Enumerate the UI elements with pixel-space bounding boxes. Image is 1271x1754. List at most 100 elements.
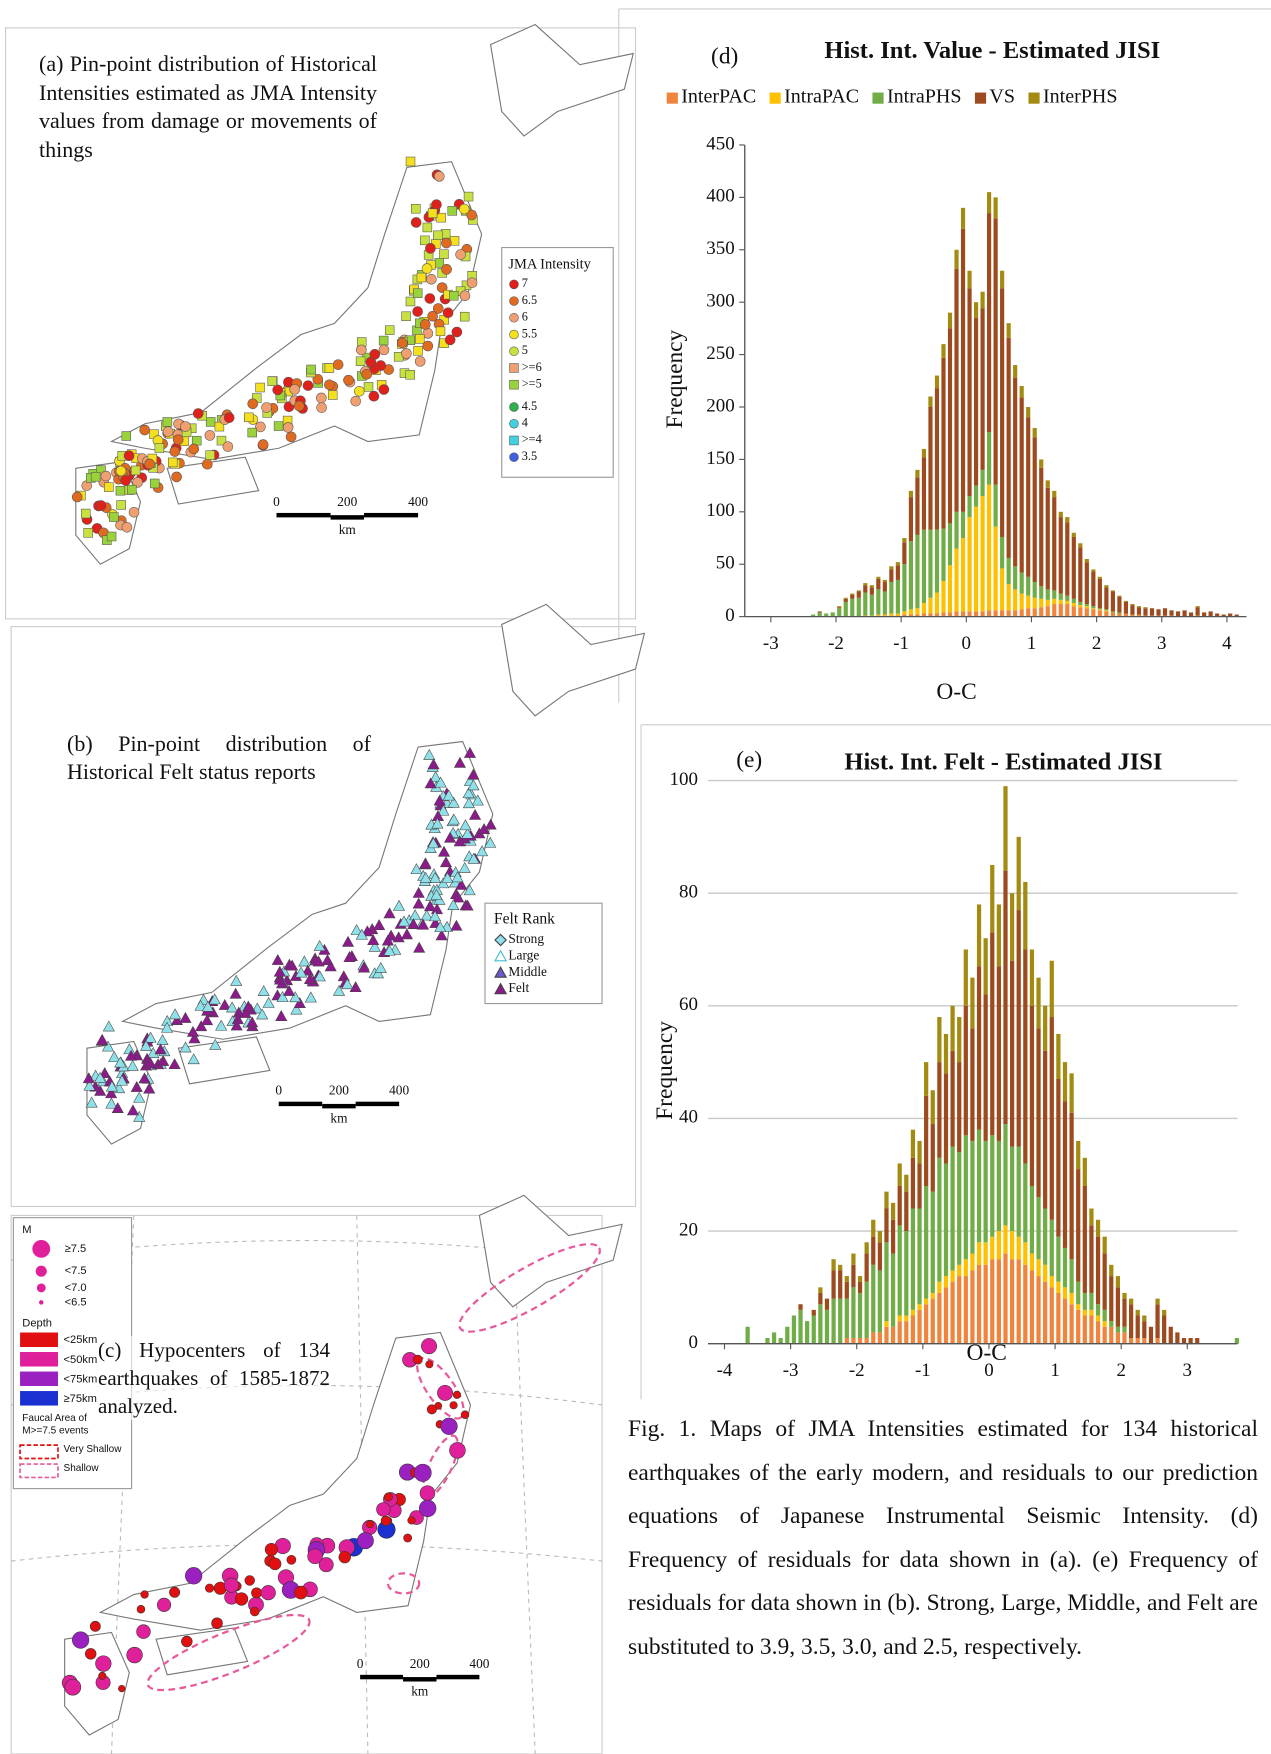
bar-segment [973, 317, 979, 486]
bar-segment [765, 1338, 770, 1344]
map-symbol [244, 412, 254, 423]
bar-segment [1036, 977, 1041, 1029]
map-symbol [313, 940, 326, 951]
bar-segment [1029, 1253, 1035, 1271]
map-symbol [442, 307, 454, 319]
bar-segment [1019, 397, 1024, 573]
bar-segment [890, 1253, 896, 1327]
map-frame [5, 27, 637, 620]
legend-swatch [872, 92, 884, 104]
bar-segment [838, 1264, 843, 1271]
legend-title: Depth [22, 1318, 52, 1330]
map-symbol [222, 441, 234, 452]
bar-segment [1056, 1033, 1061, 1079]
bar-segment [996, 904, 1001, 967]
map-symbol [466, 277, 478, 289]
bar-segment [837, 607, 842, 609]
bar-segment [902, 564, 907, 612]
map-symbol [316, 392, 327, 404]
bar-segment [1029, 1270, 1035, 1344]
bar-segment [1039, 607, 1044, 617]
map-symbol [209, 1038, 222, 1050]
bar-segment [1006, 557, 1011, 585]
map-symbol [452, 891, 465, 903]
bar-segment [851, 1264, 856, 1288]
map-symbol [361, 368, 373, 380]
map-symbol [338, 1550, 351, 1564]
map-symbol [313, 970, 326, 982]
bar-segment [983, 1242, 988, 1265]
bar-segment [957, 1017, 962, 1063]
map-symbol [293, 400, 305, 412]
map-symbol [401, 311, 411, 321]
map-symbol [138, 1072, 151, 1084]
bar-segment [1110, 590, 1115, 592]
legend-label: IntraPAC [784, 86, 859, 108]
map-symbol [226, 1001, 239, 1013]
bar-segment [884, 1242, 889, 1322]
map-symbol [467, 768, 480, 780]
bar-segment [864, 1253, 869, 1282]
bar-segment [1052, 590, 1057, 599]
x-tick-label: 3 [1157, 633, 1166, 654]
scale-label: km [330, 1111, 348, 1126]
map-symbol [202, 458, 213, 470]
legend-marker [509, 363, 519, 373]
bar-segment [856, 597, 861, 617]
map-symbol [355, 928, 368, 940]
scale-label: 200 [329, 1083, 349, 1098]
bar-segment [917, 1163, 922, 1209]
bar-segment [1122, 1298, 1127, 1327]
bar-segment [824, 613, 829, 617]
bar-segment [960, 207, 966, 229]
bar-segment [1016, 1236, 1021, 1260]
bar-segment [902, 538, 907, 543]
bar-segment [1110, 612, 1115, 617]
bar-segment [980, 469, 985, 497]
map-symbol [441, 264, 452, 275]
panel-label: (d) [711, 43, 738, 69]
bar-segment [1175, 611, 1181, 617]
bar-segment [876, 578, 881, 590]
bar-segment [1109, 1276, 1114, 1322]
bar-segment [957, 1276, 962, 1344]
bar-segment [863, 585, 868, 593]
bar-segment [1089, 1292, 1094, 1310]
scale-bar [276, 512, 331, 518]
bar-segment [934, 592, 940, 614]
map-symbol [341, 935, 355, 947]
map-symbol [273, 421, 284, 431]
legend-label: VS [989, 86, 1015, 108]
bar-segment [943, 1033, 949, 1074]
map-symbol [121, 521, 133, 533]
bar-segment [863, 583, 868, 586]
bar-segment [1182, 610, 1187, 617]
bar-segment [1117, 613, 1122, 617]
map-symbol [412, 897, 425, 909]
map-symbol [357, 961, 371, 973]
bar-segment [1049, 1017, 1054, 1220]
bar-segment [1023, 949, 1028, 1164]
legend-label: Felt [508, 980, 529, 995]
bar-segment [1195, 607, 1200, 616]
map-symbol [466, 209, 477, 221]
map-symbol [420, 235, 430, 246]
map-symbol [410, 217, 422, 228]
legend-marker [509, 379, 519, 390]
bar-segment [983, 1264, 988, 1344]
map-symbol [477, 823, 491, 834]
map-symbol [140, 1039, 153, 1051]
bar-segment [811, 1309, 816, 1316]
bar-segment [1026, 576, 1031, 596]
scale-bar [322, 1103, 356, 1109]
bar-segment [1097, 608, 1102, 610]
y-tick-label: 50 [716, 553, 735, 574]
map-symbol [369, 349, 381, 360]
bar-segment [1071, 606, 1076, 617]
bar-segment [1076, 1309, 1081, 1344]
map-symbol [230, 1019, 243, 1031]
y-tick-label: 450 [706, 133, 734, 154]
legend-marker [20, 1391, 58, 1406]
bar-segment [921, 613, 927, 617]
bar-segment [856, 590, 861, 592]
